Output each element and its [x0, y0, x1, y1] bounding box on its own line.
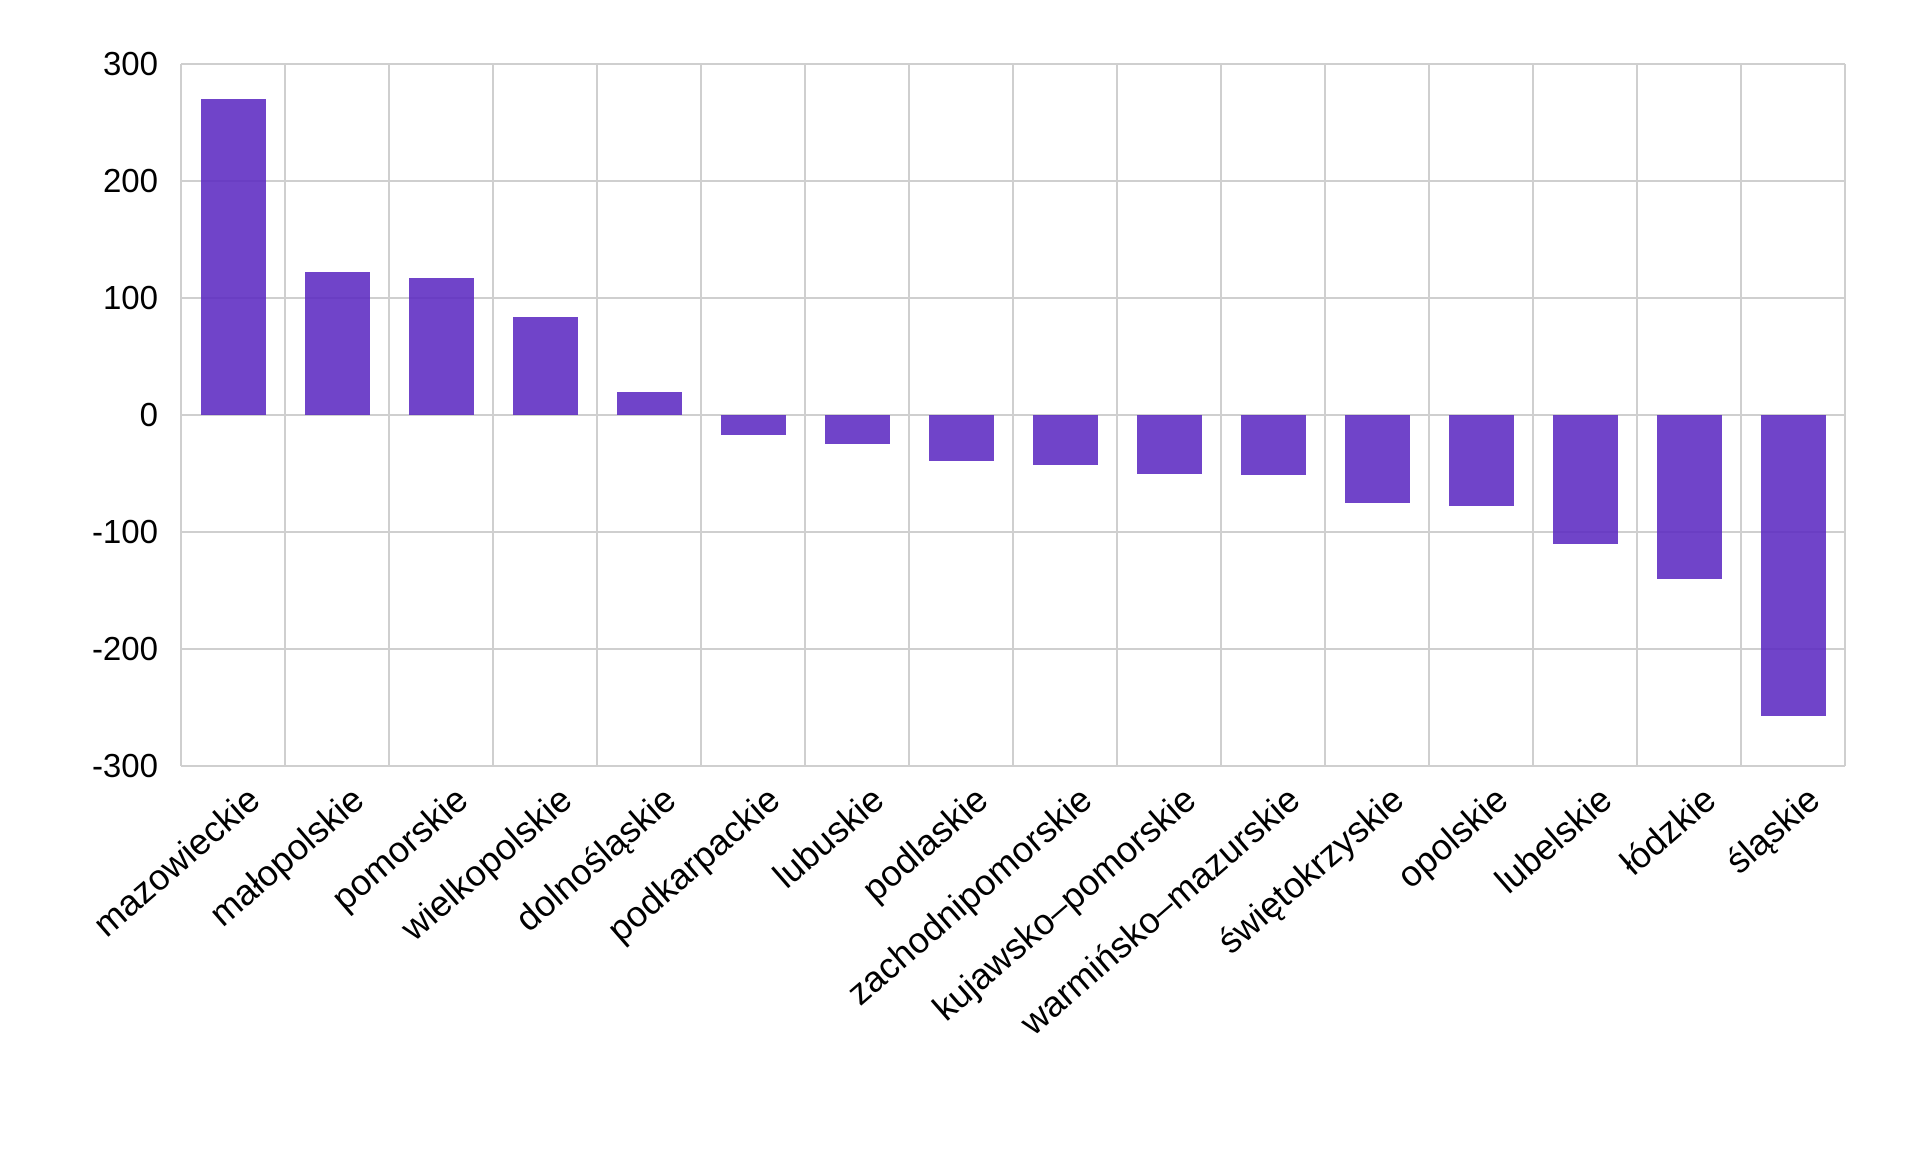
bar-świętokrzyskie: [1344, 415, 1410, 503]
x-tick-label-lubelskie: lubelskie: [1486, 778, 1620, 902]
bar-opolskie: [1448, 415, 1514, 507]
gridline-x-7: [908, 64, 910, 766]
y-tick-label--300: -300: [91, 746, 158, 784]
bar-łódzkie: [1656, 415, 1722, 579]
gridline-x-10: [1220, 64, 1222, 766]
y-tick-label--100: -100: [91, 512, 158, 550]
bar-warmińsko–mazurskie: [1240, 415, 1306, 475]
gridline-x-3: [492, 64, 494, 766]
y-tick-label-100: 100: [102, 278, 158, 316]
gridline-x-1: [284, 64, 286, 766]
bar-dolnośląskie: [616, 391, 682, 415]
bar-lubelskie: [1552, 415, 1618, 544]
bar-lubuskie: [824, 415, 890, 445]
gridline-x-12: [1428, 64, 1430, 766]
gridline-x-15: [1740, 64, 1742, 766]
gridline-x-13: [1532, 64, 1534, 766]
x-tick-label-śląskie: śląskie: [1717, 778, 1828, 882]
plot-area: [180, 63, 1846, 767]
bar-mazowieckie: [200, 99, 266, 415]
gridline-x-4: [596, 64, 598, 766]
x-tick-label-świętokrzyskie: świętokrzyskie: [1209, 778, 1412, 962]
bar-zachodnipomorskie: [1032, 415, 1098, 466]
bar-podlaskie: [928, 415, 994, 461]
gridline-x-0: [180, 64, 182, 766]
y-tick-label--200: -200: [91, 629, 158, 667]
gridline-x-16: [1844, 64, 1846, 766]
bar-pomorskie: [408, 278, 474, 415]
bar-kujawsko–pomorskie: [1136, 415, 1202, 474]
gridline-x-6: [804, 64, 806, 766]
y-tick-label-300: 300: [102, 44, 158, 82]
y-tick-label-0: 0: [139, 395, 158, 433]
gridline-x-14: [1636, 64, 1638, 766]
bar-podkarpackie: [720, 415, 786, 435]
gridline-x-9: [1116, 64, 1118, 766]
bar-śląskie: [1760, 415, 1826, 716]
gridline-x-11: [1324, 64, 1326, 766]
bar-wielkopolskie: [512, 316, 578, 415]
gridline-y--300: [181, 765, 1845, 767]
x-tick-label-łódzkie: łódzkie: [1611, 778, 1724, 883]
gridline-x-8: [1012, 64, 1014, 766]
y-tick-label-200: 200: [102, 161, 158, 199]
gridline-x-5: [700, 64, 702, 766]
gridline-x-2: [388, 64, 390, 766]
bar-małopolskie: [304, 272, 370, 415]
